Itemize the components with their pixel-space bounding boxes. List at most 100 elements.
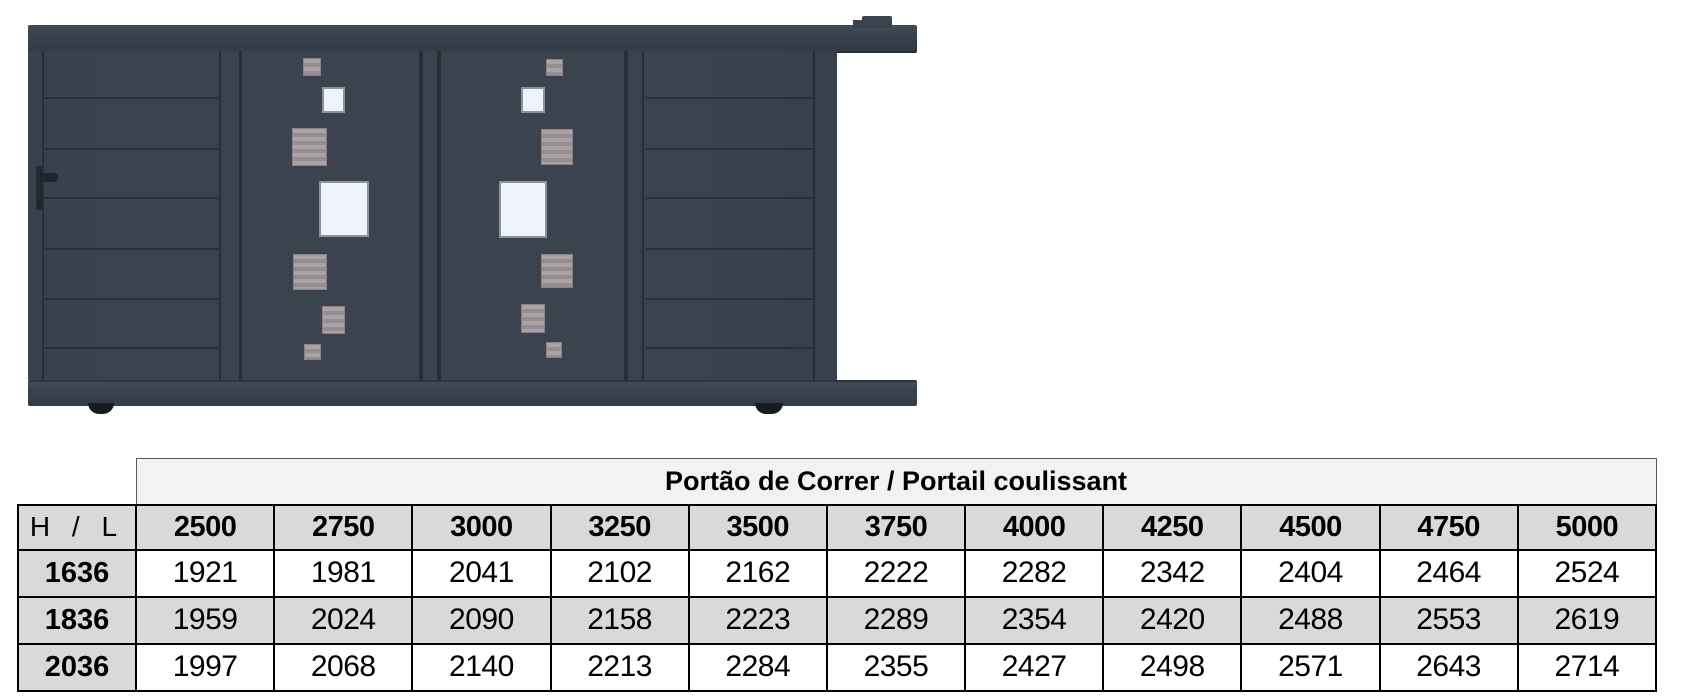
price-cell: 2222 [825, 548, 967, 598]
steel-square [546, 59, 563, 76]
row-header: 2036 [17, 642, 137, 692]
sliding-gate-illustration [0, 0, 930, 420]
column-header: 3750 [825, 503, 967, 551]
price-table: Portão de Correr / Portail coulissant H … [17, 458, 1658, 692]
gate-top-rail [28, 25, 917, 53]
gate-foot-left [88, 403, 114, 414]
steel-square [521, 304, 545, 333]
gate-handle-lever [40, 173, 58, 182]
price-cell: 1921 [134, 548, 276, 598]
price-cell: 2714 [1516, 642, 1658, 692]
slat-groove [646, 298, 815, 300]
steel-square [546, 342, 562, 358]
price-cell: 2140 [411, 642, 552, 692]
stile-line [437, 51, 441, 380]
price-cell: 2090 [411, 595, 552, 645]
gate-keyhole [37, 200, 42, 208]
slat-groove [646, 148, 815, 150]
table-title-row: Portão de Correr / Portail coulissant [18, 458, 1657, 505]
price-cell: 2524 [1516, 548, 1658, 598]
steel-square [303, 58, 321, 76]
stile-line [642, 51, 644, 380]
slat-groove [646, 248, 815, 250]
price-cell: 1981 [273, 548, 414, 598]
price-cell: 2284 [687, 642, 828, 692]
price-cell: 2404 [1240, 548, 1381, 598]
price-cell: 2354 [964, 595, 1105, 645]
table-corner-spacer [18, 458, 136, 505]
stile-line [419, 51, 423, 380]
gate-track-cap [862, 16, 892, 28]
slat-groove [45, 97, 218, 99]
price-cell: 2553 [1378, 595, 1519, 645]
price-cell: 2342 [1102, 548, 1243, 598]
slat-groove [646, 347, 815, 349]
slat-groove [45, 197, 218, 199]
window-square [319, 181, 369, 237]
column-header: 2500 [134, 503, 276, 551]
slat-groove [45, 298, 218, 300]
table-row: 2036 1997 2068 2140 2213 2284 2355 2427 2498 2571… [17, 642, 1658, 692]
price-cell: 2213 [549, 642, 690, 692]
row-header: 1836 [17, 595, 137, 645]
stile-line [239, 51, 242, 380]
stile-line [219, 51, 221, 380]
price-cell: 2643 [1378, 642, 1519, 692]
price-cell: 2498 [1102, 642, 1243, 692]
price-cell: 2223 [687, 595, 828, 645]
steel-square [541, 129, 573, 165]
gate-bottom-rail [28, 380, 917, 406]
window-square [521, 87, 545, 113]
price-cell: 2464 [1378, 548, 1519, 598]
column-header: 4500 [1240, 503, 1381, 551]
steel-square [293, 254, 327, 290]
table-corner-header: H / L [17, 503, 137, 551]
column-header: 4750 [1378, 503, 1519, 551]
price-cell: 1959 [134, 595, 276, 645]
table-title: Portão de Correr / Portail coulissant [664, 465, 1128, 496]
table-row: 1836 1959 2024 2090 2158 2223 2289 2354 2420 2488… [17, 595, 1658, 645]
slat-groove [646, 197, 815, 199]
gate-foot-right [755, 403, 783, 414]
price-cell: 2571 [1240, 642, 1381, 692]
window-square [322, 87, 345, 113]
steel-square [292, 128, 327, 166]
price-cell: 2427 [964, 642, 1105, 692]
price-cell: 2102 [549, 548, 690, 598]
table-row: 1636 1921 1981 2041 2102 2162 2222 2282 2342 2404… [17, 548, 1658, 598]
table-header-row: H / L 2500 2750 3000 3250 3500 3750 4000 4250 45… [17, 503, 1658, 551]
column-header: 5000 [1516, 503, 1658, 551]
slat-groove [646, 97, 815, 99]
price-cell: 1997 [134, 642, 276, 692]
price-cell: 2488 [1240, 595, 1381, 645]
price-cell: 2289 [825, 595, 967, 645]
steel-square [322, 306, 345, 334]
gate-track-cap-step [853, 20, 863, 28]
column-header: 2750 [273, 503, 414, 551]
stile-line [42, 51, 44, 380]
table-title-cell: Portão de Correr / Portail coulissant [135, 458, 1657, 505]
price-cell: 2355 [825, 642, 967, 692]
slat-groove [45, 148, 218, 150]
column-header: 4000 [964, 503, 1105, 551]
slat-groove [45, 347, 218, 349]
steel-square [304, 344, 321, 360]
gate-body [28, 51, 837, 380]
column-header: 3250 [549, 503, 690, 551]
price-cell: 2158 [549, 595, 690, 645]
price-cell: 2619 [1516, 595, 1658, 645]
row-header: 1636 [17, 548, 137, 598]
stile-line [813, 51, 815, 380]
stile-line [624, 51, 628, 380]
price-cell: 2041 [411, 548, 552, 598]
steel-square [541, 254, 573, 288]
price-cell: 2068 [273, 642, 414, 692]
gate-handle-plate [36, 166, 42, 210]
price-cell: 2282 [964, 548, 1105, 598]
price-cell: 2024 [273, 595, 414, 645]
column-header: 4250 [1102, 503, 1243, 551]
price-cell: 2420 [1102, 595, 1243, 645]
column-header: 3500 [687, 503, 828, 551]
price-cell: 2162 [687, 548, 828, 598]
